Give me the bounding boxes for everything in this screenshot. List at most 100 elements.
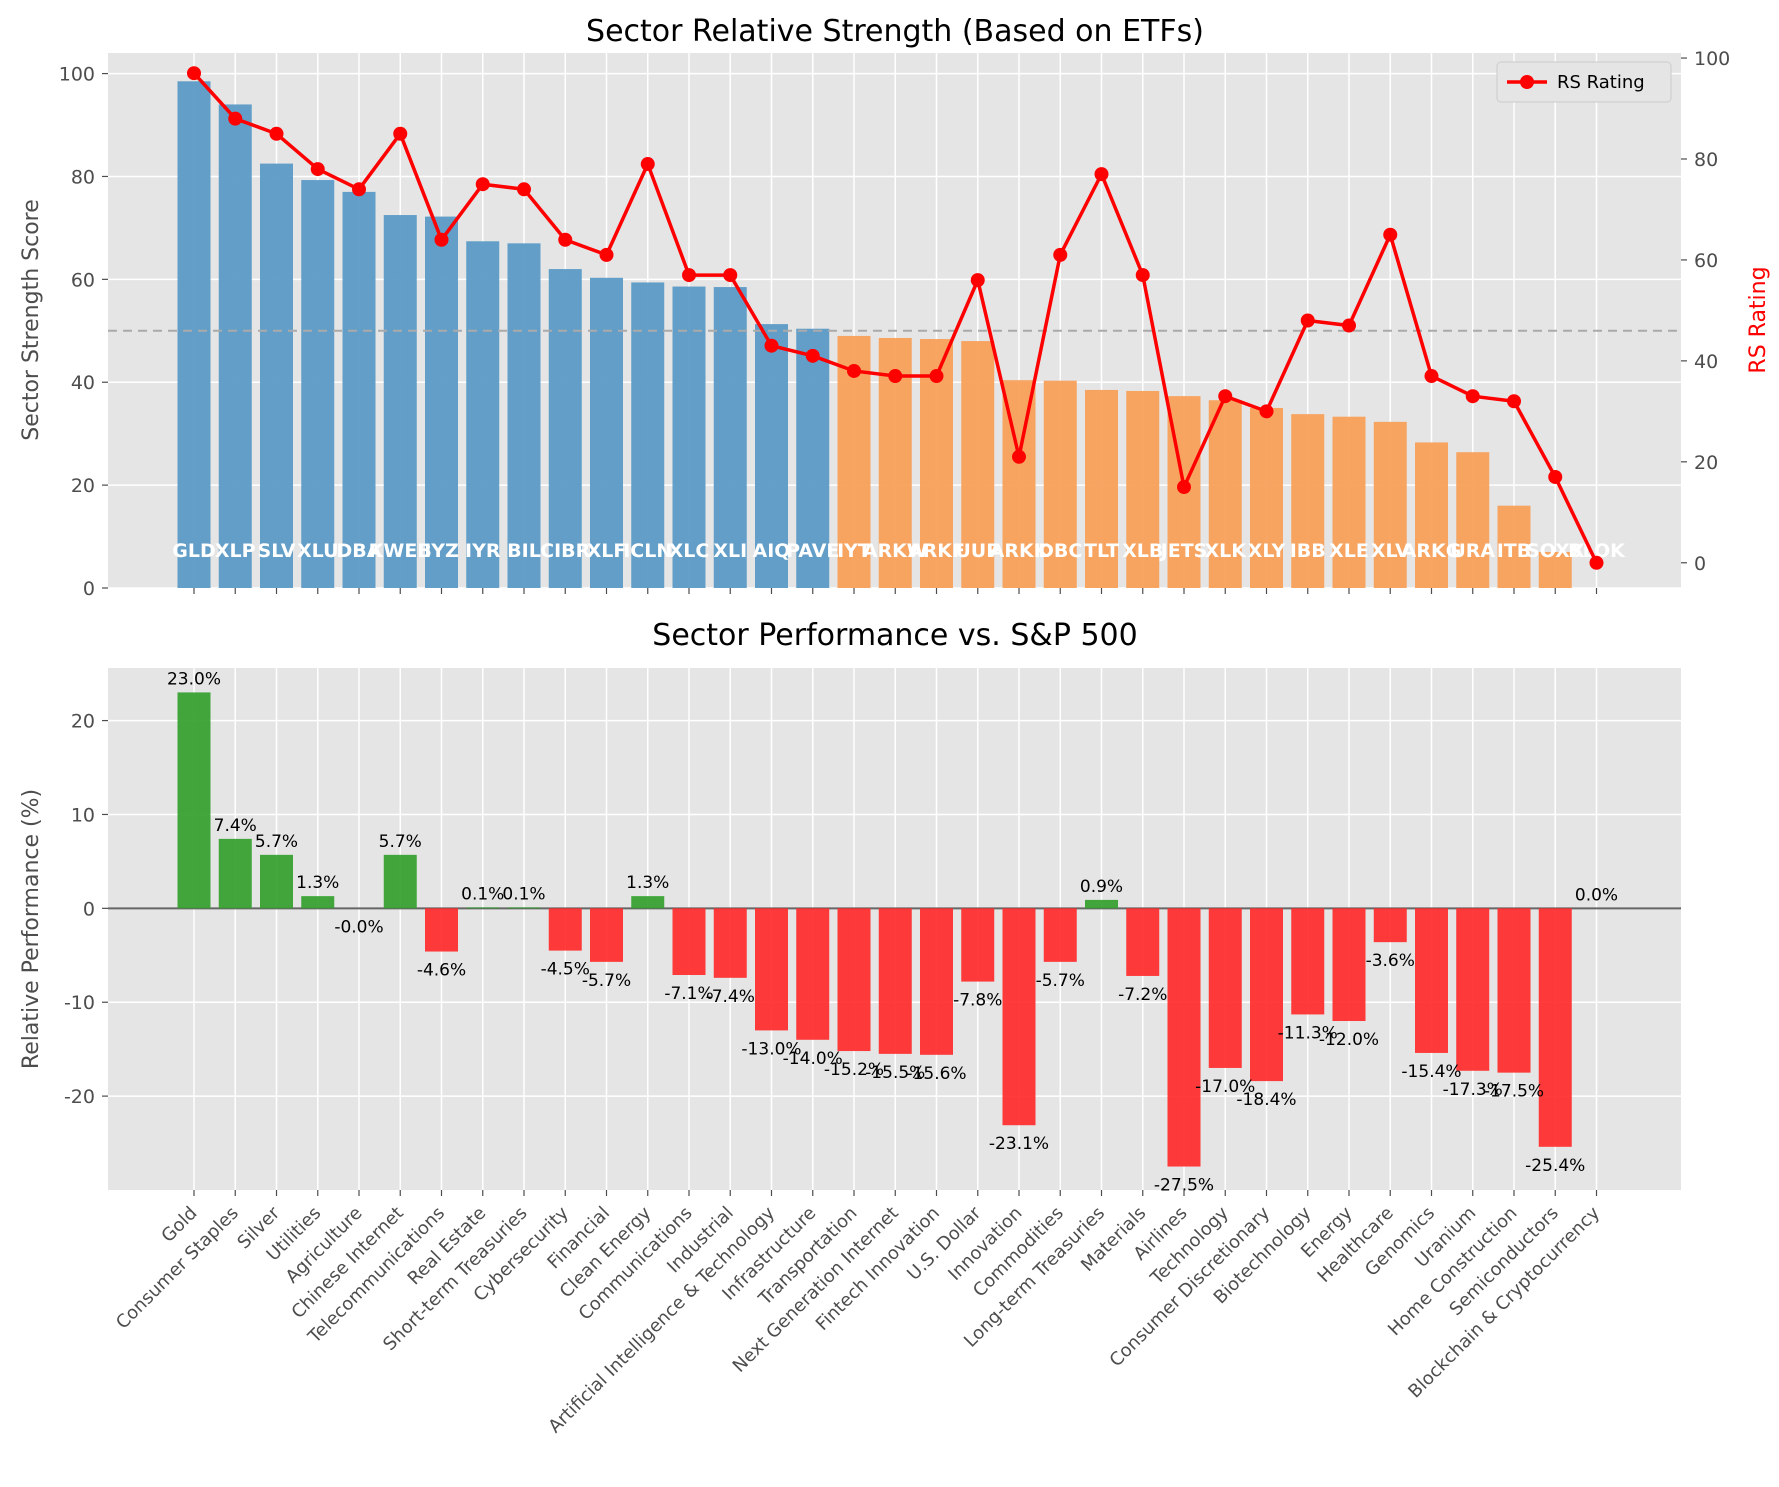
performance-bar <box>548 908 582 951</box>
rs-point <box>1177 480 1191 495</box>
strength-bar <box>713 287 747 588</box>
value-label: -23.1% <box>989 1134 1049 1154</box>
etf-ticker-label: XLI <box>713 540 747 562</box>
strength-bar <box>1373 421 1407 588</box>
rs-point <box>228 111 243 126</box>
performance-bar <box>218 838 252 909</box>
performance-bar <box>1002 908 1036 1126</box>
value-label: 0.9% <box>1080 877 1123 897</box>
rs-point <box>1424 369 1439 384</box>
value-label: -7.1% <box>664 984 713 1004</box>
value-label: -5.7% <box>1036 971 1085 991</box>
rs-point <box>1300 313 1315 328</box>
y-tick-label: 40 <box>71 372 95 394</box>
y-tick-label: 0 <box>83 578 95 600</box>
value-label: -4.6% <box>417 961 466 981</box>
y-tick-label: -10 <box>64 992 95 1014</box>
etf-ticker-label: XLE <box>1329 540 1369 562</box>
value-label: -17.3% <box>1443 1080 1503 1100</box>
strength-bar <box>961 341 995 588</box>
etf-ticker-label: XLP <box>215 540 256 562</box>
legend-marker <box>1520 75 1534 89</box>
value-label: -7.4% <box>706 987 755 1007</box>
rs-point <box>1053 247 1068 262</box>
value-label: -4.5% <box>541 960 590 980</box>
strength-bar <box>466 241 500 588</box>
performance-bar <box>301 896 335 909</box>
y-tick-label: 80 <box>71 166 95 188</box>
strength-bar <box>755 324 788 588</box>
performance-bar <box>961 908 995 982</box>
value-label: -11.3% <box>1278 1023 1338 1043</box>
value-label: -17.5% <box>1484 1082 1544 1102</box>
performance-bar <box>878 908 912 1054</box>
performance-bar <box>920 908 953 1055</box>
rs-point <box>1589 555 1604 570</box>
rs-point <box>1218 389 1233 404</box>
etf-ticker-label: IYZ <box>424 540 459 562</box>
strength-bar <box>1291 414 1325 588</box>
strength-bar <box>1126 390 1160 588</box>
etf-ticker-label: XLF <box>587 540 627 562</box>
rs-point <box>723 268 738 283</box>
strength-bar <box>301 180 335 588</box>
strength-bar <box>1456 452 1490 588</box>
etf-ticker-label: BIL <box>507 540 541 562</box>
value-label: 5.7% <box>379 832 422 852</box>
etf-ticker-label: BLOK <box>1568 540 1626 562</box>
rs-point <box>1259 404 1274 419</box>
rs-point <box>1383 227 1398 242</box>
strength-bar <box>548 269 582 588</box>
etf-ticker-label: AIQ <box>753 540 791 562</box>
y2-tick-label: 80 <box>1694 149 1718 171</box>
etf-ticker-label: UUP <box>955 540 1000 562</box>
etf-ticker-label: DBA <box>337 540 382 562</box>
etf-ticker-label: KWEB <box>369 540 432 562</box>
y2-tick-label: 20 <box>1694 452 1718 474</box>
performance-bar <box>1208 908 1242 1068</box>
strength-bar <box>177 81 211 588</box>
performance-bar <box>1250 908 1283 1082</box>
strength-bar <box>1043 380 1077 588</box>
performance-bar <box>837 908 871 1052</box>
rs-legend: RS Rating <box>1496 61 1672 103</box>
performance-bar <box>1043 908 1077 962</box>
performance-bar <box>1373 908 1407 943</box>
rs-point <box>1135 268 1150 283</box>
rs-point <box>517 182 531 197</box>
value-label: 23.0% <box>167 669 221 689</box>
rs-point <box>764 338 779 353</box>
performance-bar <box>507 907 541 909</box>
performance-bar <box>672 908 706 976</box>
value-label: 1.3% <box>626 873 669 893</box>
performance-bar <box>1497 908 1531 1073</box>
value-label: -12.0% <box>1319 1030 1379 1050</box>
y-tick-label: 0 <box>83 898 95 920</box>
y2-tick-label: 60 <box>1694 250 1718 272</box>
strength-bar <box>342 191 376 588</box>
rs-point <box>1012 449 1026 464</box>
y-tick-label: -20 <box>64 1086 95 1108</box>
etf-ticker-label: PAVE <box>786 540 839 562</box>
rs-point <box>187 66 201 81</box>
etf-ticker-label: JETS <box>1159 540 1208 562</box>
strength-bar <box>1250 407 1283 588</box>
performance-bar <box>1126 908 1160 976</box>
strength-bar <box>1538 551 1572 588</box>
etf-ticker-label: ITB <box>1497 540 1532 562</box>
strength-x-ticks <box>193 588 1598 594</box>
value-label: -5.7% <box>582 971 631 991</box>
performance-bar <box>1538 908 1572 1147</box>
value-label: -3.6% <box>1366 951 1415 971</box>
value-label: -25.4% <box>1525 1156 1585 1176</box>
etf-ticker-label: TLT <box>1084 540 1119 562</box>
performance-chart-title: Sector Performance vs. S&P 500 <box>652 618 1137 653</box>
rs-rating-points <box>187 66 1604 570</box>
value-label: -18.4% <box>1236 1090 1296 1110</box>
performance-bar <box>631 896 665 909</box>
etf-ticker-label: ARKF <box>908 540 965 562</box>
value-label: -0.0% <box>334 917 383 937</box>
performance-value-labels: 23.0%7.4%5.7%1.3%-0.0%5.7%-4.6%0.1%0.1%-… <box>167 669 1618 1195</box>
etf-ticker-label: URA <box>1450 540 1495 562</box>
